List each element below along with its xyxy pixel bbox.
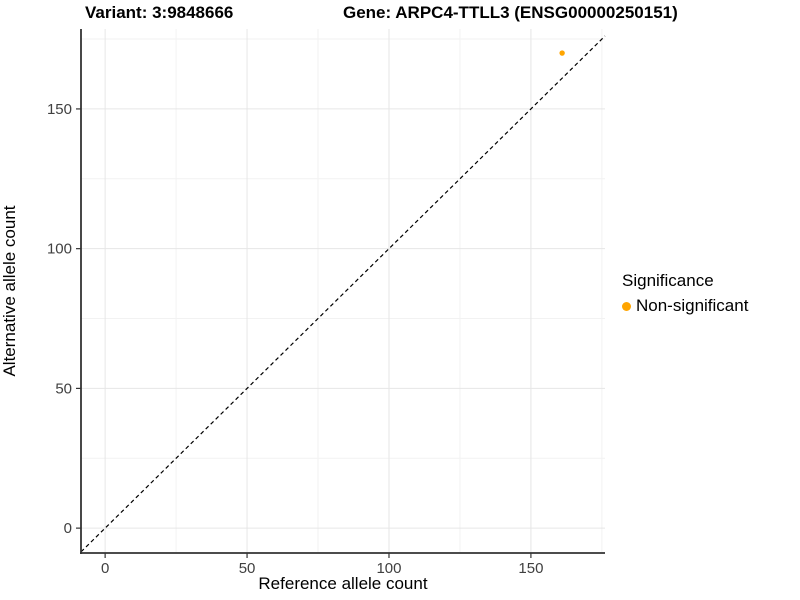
y-tick-label: 100: [47, 241, 72, 258]
legend-point-icon: [622, 301, 631, 311]
y-tick-label: 50: [55, 380, 72, 397]
data-point-non-significant: [559, 50, 565, 56]
legend-item-label: Non-significant: [636, 296, 749, 315]
x-tick-label: 100: [376, 560, 401, 577]
y-axis-title: Alternative allele count: [0, 205, 19, 377]
y-tick-label: 0: [64, 520, 72, 537]
plot-title-gene: Gene: ARPC4-TTLL3 (ENSG00000250151): [343, 3, 678, 22]
x-tick-label: 0: [101, 560, 109, 577]
plot-title-variant: Variant: 3:9848666: [85, 3, 234, 22]
legend-item-non-significant: Non-significant: [622, 296, 748, 316]
identity-reference-line: [80, 35, 606, 553]
x-tick-label: 150: [518, 560, 543, 577]
legend-title: Significance: [622, 271, 714, 290]
legend: Significance Non-significant: [622, 271, 748, 316]
x-tick-label: 50: [239, 560, 256, 577]
y-tick-label: 150: [47, 101, 72, 118]
x-axis-title: Reference allele count: [258, 574, 428, 593]
